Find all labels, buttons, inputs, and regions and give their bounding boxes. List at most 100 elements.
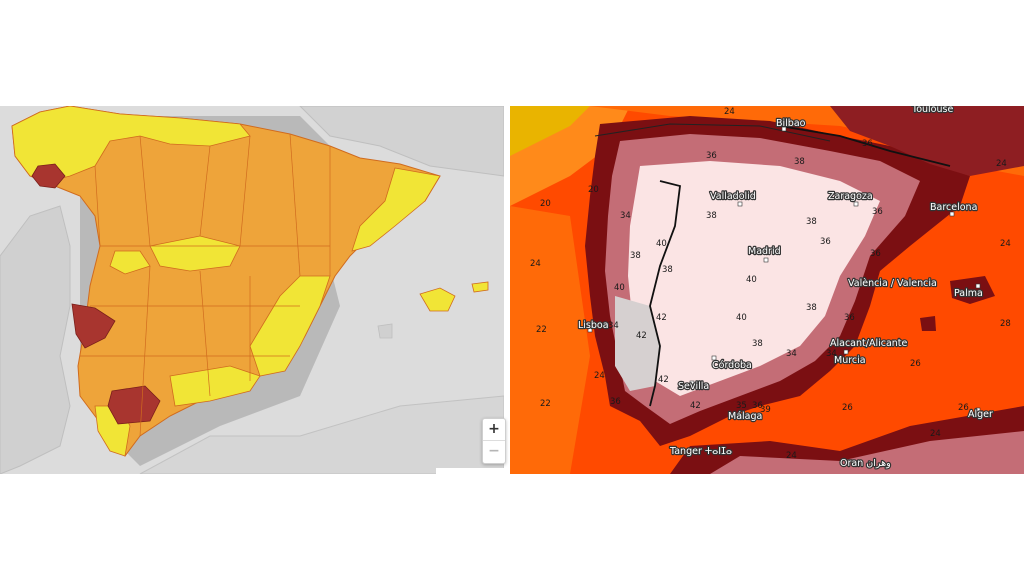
temp-label: 36 — [820, 237, 831, 247]
temp-label: 42 — [690, 401, 701, 411]
temp-label: 24 — [996, 159, 1007, 169]
portugal-land — [0, 205, 71, 474]
city-marker-palma — [975, 283, 981, 289]
map-attribution-bar — [436, 468, 504, 474]
temp-label: 36 — [706, 151, 717, 161]
city-marker-alger — [975, 407, 981, 413]
temp-label: 36 — [610, 397, 621, 407]
city-toulouse: Toulouse — [911, 106, 953, 115]
city-oran: Oran وهران — [840, 458, 891, 469]
warning-map-canvas[interactable] — [0, 106, 504, 474]
city-madrid: Madrid — [748, 246, 781, 257]
city-valladolid: Valladolid — [710, 191, 756, 202]
city-labels: Bilbao Toulouse Valladolid Zaragoza Barc… — [577, 106, 994, 470]
temp-label: 36 — [862, 139, 873, 149]
city-marker-cordoba — [711, 355, 717, 361]
iberia-very-hot-zone — [628, 161, 880, 396]
city-cordoba: Córdoba — [712, 360, 752, 371]
city-marker-sevilla — [689, 380, 695, 386]
temp-label: 26 — [842, 403, 853, 413]
temp-label: 42 — [658, 375, 669, 385]
portugal-grey-zone — [615, 296, 660, 391]
city-zaragoza: Zaragoza — [828, 191, 873, 202]
temp-label: 42 — [656, 313, 667, 323]
balearic-islands — [419, 287, 456, 312]
yellow-zone-south — [169, 365, 261, 407]
temp-label: 39 — [760, 405, 771, 415]
temperature-map-panel[interactable]: Bilbao Toulouse Valladolid Zaragoza Barc… — [510, 106, 1024, 474]
yellow-zone-east — [249, 275, 331, 377]
temperature-map-canvas[interactable]: Bilbao Toulouse Valladolid Zaragoza Barc… — [510, 106, 1024, 474]
temp-label: 38 — [794, 157, 805, 167]
ibiza-island — [377, 323, 393, 339]
city-lisboa: Lisboa — [578, 320, 609, 331]
temp-label: 24 — [786, 451, 797, 461]
temp-label: 26 — [958, 403, 969, 413]
city-alger: Alger — [968, 409, 993, 420]
temp-label: 38 — [630, 251, 641, 261]
city-bilbao: Bilbao — [776, 118, 806, 129]
zoom-out-button[interactable]: − — [483, 440, 505, 462]
temp-label: 24 — [930, 429, 941, 439]
temp-label: 40 — [746, 275, 757, 285]
temp-label: 38 — [662, 265, 673, 275]
portugal-spain-border — [649, 180, 681, 407]
temp-label: 35 — [736, 401, 747, 411]
temp-label: 20 — [588, 185, 599, 195]
africa-land — [139, 395, 504, 474]
temp-label: 36 — [844, 313, 855, 323]
city-barcelona: Barcelona — [930, 202, 977, 213]
temp-label: 24 — [594, 371, 605, 381]
temp-label: 38 — [806, 217, 817, 227]
sea-cooler-coast — [510, 106, 590, 156]
city-marker-murcia — [843, 349, 849, 355]
north-coast-border — [594, 123, 831, 142]
north-africa-pale-land — [710, 431, 1024, 474]
red-zone-galicia — [31, 163, 66, 189]
city-marker-valladolid — [737, 201, 743, 207]
city-marker-lisboa — [587, 327, 593, 333]
city-sevilla: Sevilla — [678, 381, 709, 392]
france-land — [299, 106, 504, 177]
temp-label: 36 — [872, 207, 883, 217]
temp-label: 20 — [540, 199, 551, 209]
temp-label: 22 — [540, 399, 551, 409]
temp-label: 22 — [536, 325, 547, 335]
yellow-zone-northeast — [351, 167, 441, 252]
temp-label: 40 — [656, 239, 667, 249]
temp-label: 38 — [752, 339, 763, 349]
temp-label: 24 — [1000, 239, 1011, 249]
temp-label: 24 — [530, 259, 541, 269]
yellow-zone-center-west — [109, 250, 151, 275]
warning-map-panel[interactable] — [0, 106, 504, 474]
city-palma: Palma — [954, 288, 983, 299]
temp-label: 40 — [614, 283, 625, 293]
temp-label: 34 — [826, 349, 837, 359]
city-murcia: Murcia — [834, 355, 866, 366]
temp-label: 24 — [724, 107, 735, 117]
city-marker-madrid — [763, 257, 769, 263]
temp-label: 34 — [620, 211, 631, 221]
city-marker-barcelona — [949, 211, 955, 217]
temp-label: 38 — [806, 303, 817, 313]
map-zoom-control: + − — [482, 418, 506, 464]
city-marker-zaragoza — [853, 201, 859, 207]
sea-west — [510, 206, 590, 474]
zoom-in-button[interactable]: + — [488, 421, 500, 437]
temp-label: 28 — [1000, 319, 1011, 329]
red-zone-extremadura — [71, 303, 116, 349]
city-alicante: Alacant/Alicante — [830, 338, 908, 349]
temperature-labels: 24 24 36 38 36 20 20 34 38 36 38 40 40 3… — [530, 107, 1011, 461]
city-malaga: Málaga — [728, 411, 762, 422]
city-marker-bilbao — [781, 126, 787, 132]
province-borders — [80, 133, 331, 437]
red-zone-andalucia — [107, 385, 161, 425]
city-valencia: València / Valencia — [848, 278, 937, 289]
city-tanger: Tanger ⵜⴰⵏⵊⴰ — [669, 446, 732, 457]
temp-label: 36 — [752, 401, 763, 411]
temp-label: 38 — [706, 211, 717, 221]
temp-label: 26 — [910, 359, 921, 369]
minorca-island — [471, 281, 489, 293]
temp-label: 34 — [786, 349, 797, 359]
ibiza-island-hot — [920, 316, 936, 331]
